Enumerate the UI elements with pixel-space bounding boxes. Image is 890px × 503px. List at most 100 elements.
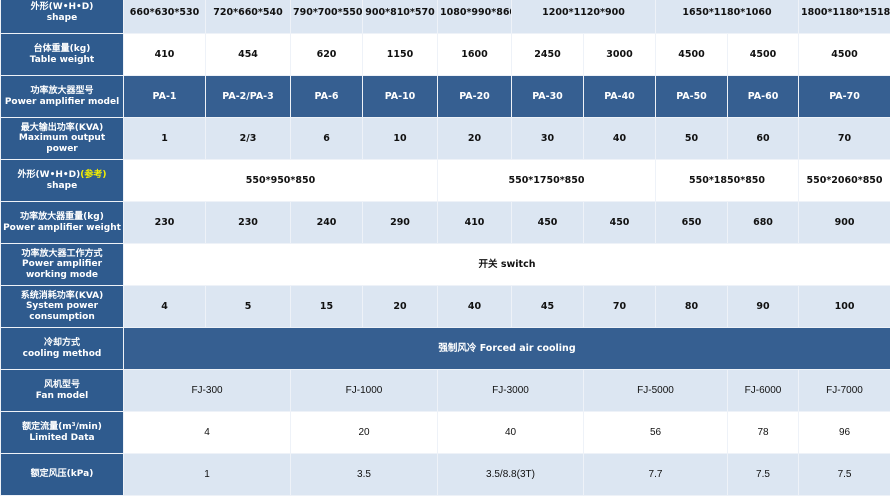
table-cell: PA-10	[362, 75, 438, 118]
row-label-cn: 功率放大器工作方式	[21, 248, 103, 259]
row-label: 台体重量(kg) Table weight	[0, 33, 124, 76]
table-cell: FJ-7000	[798, 369, 890, 412]
table-row: 功率放大器重量(kg) Power amplifier weight 230 230 2…	[0, 201, 890, 244]
row-label-en: Fan model	[35, 390, 89, 401]
table-row: 最大输出功率(KVA) Maximum output power 1 2/3 6 10 20…	[0, 117, 890, 160]
table-cell: 70	[798, 117, 890, 160]
table-cell: 680	[726, 201, 800, 244]
row-label-en: cooling method	[22, 348, 102, 359]
row-label: 额定风压(kPa)	[0, 453, 124, 496]
table-cell: 开关 switch	[122, 243, 890, 286]
table-cell: 230	[123, 201, 206, 244]
table-cell: 450	[583, 201, 656, 244]
table-cell: 10	[362, 117, 438, 160]
table-cell: 50	[655, 117, 728, 160]
table-cell: 1600	[437, 33, 512, 76]
table-cell: 强制风冷 Forced air cooling	[122, 327, 890, 370]
row-label: 外形(W•H•D) shape	[0, 0, 124, 34]
table-row: 外形(W•H•D) shape 660*630*530 720*660*540 790*…	[0, 0, 890, 34]
table-cell: PA-50	[655, 75, 728, 118]
table-cell: FJ-300	[123, 369, 291, 412]
table-cell: 1650*1180*1060	[654, 0, 800, 34]
table-cell: 454	[205, 33, 291, 76]
table-cell: PA-2/PA-3	[205, 75, 291, 118]
table-cell: 80	[655, 285, 728, 328]
row-label-cn: 台体重量(kg)	[33, 44, 91, 54]
row-label: 功率放大器工作方式 Power amplifier working mode	[0, 243, 124, 286]
table-cell: PA-30	[511, 75, 584, 118]
table-cell: 60	[726, 117, 800, 160]
table-cell: 3000	[583, 33, 656, 76]
table-cell: FJ-6000	[726, 369, 800, 412]
table-cell: 7.7	[583, 453, 728, 496]
table-cell: 3.5/8.8(3T)	[437, 453, 584, 496]
row-label-en: shape	[46, 180, 78, 191]
table-cell: 900*810*570	[362, 0, 438, 34]
table-cell: 4500	[726, 33, 800, 76]
table-cell: 96	[798, 411, 890, 454]
row-label: 风机型号 Fan model	[0, 369, 124, 412]
row-label-cn: 外形(W•H•D)	[30, 2, 94, 12]
table-cell: 7.5	[798, 453, 890, 496]
table-cell: 40	[583, 117, 656, 160]
table-cell: 230	[205, 201, 291, 244]
row-label: 额定流量(m³/min) Limited Data	[0, 411, 124, 454]
table-cell: PA-60	[726, 75, 800, 118]
row-label-cn: 额定风压(kPa)	[30, 469, 94, 480]
table-cell: FJ-3000	[437, 369, 584, 412]
table-cell: 20	[362, 285, 438, 328]
table-cell: 4	[123, 411, 291, 454]
table-cell: 650	[655, 201, 728, 244]
table-cell: 2450	[511, 33, 584, 76]
row-label-cn: 系统消耗功率(KVA)	[20, 290, 104, 301]
table-cell: 30	[511, 117, 584, 160]
table-row: 额定风压(kPa) 1 3.5 3.5/8.8(3T) 7.7 7.5 7.5	[0, 453, 890, 496]
table-cell: 720*660*540	[205, 0, 291, 34]
table-cell: 550*1850*850	[654, 159, 800, 202]
table-row: 风机型号 Fan model FJ-300 FJ-1000 FJ-3000 FJ-5000…	[0, 369, 890, 412]
table-cell: 550*2060*850	[798, 159, 890, 202]
row-label: 外形(W•H•D)(参考) shape	[0, 159, 124, 202]
table-cell: 550*1750*850	[437, 159, 656, 202]
row-label-cn: 风机型号	[43, 380, 80, 390]
row-label-en: shape	[46, 12, 78, 23]
row-label-en: Power amplifier weight	[3, 222, 121, 233]
table-row: 外形(W•H•D)(参考) shape 550*950*850 550*1750*85…	[0, 159, 890, 202]
table-cell: 550*950*850	[123, 159, 438, 202]
table-cell: 1	[123, 453, 291, 496]
row-label-cn: 最大输出功率(KVA)	[20, 122, 104, 133]
table-cell: PA-70	[798, 75, 890, 118]
table-cell: PA-6	[290, 75, 363, 118]
table-cell: 4500	[798, 33, 890, 76]
table-cell: 1	[123, 117, 206, 160]
table-cell: 1200*1120*900	[511, 0, 656, 34]
table-cell: 20	[290, 411, 438, 454]
row-label-cn: 功率放大器型号	[30, 86, 94, 96]
table-cell: 7.5	[726, 453, 800, 496]
table-row: 系统消耗功率(KVA) System power consumption 4 5 15 2…	[0, 285, 890, 328]
table-cell: 410	[437, 201, 512, 244]
table-cell: 1150	[362, 33, 438, 76]
table-cell: PA-20	[437, 75, 512, 118]
table-cell: 290	[362, 201, 438, 244]
row-label-note: (参考)	[80, 170, 107, 180]
table-cell: 1800*1180*1518	[798, 0, 890, 34]
table-cell: 620	[290, 33, 363, 76]
table-cell: 90	[726, 285, 800, 328]
table-row: 功率放大器工作方式 Power amplifier working mode 开关 …	[0, 243, 890, 286]
table-cell: FJ-1000	[290, 369, 438, 412]
row-label-en: System power consumption	[25, 301, 99, 322]
table-cell: 240	[290, 201, 363, 244]
table-cell: 660*630*530	[123, 0, 206, 34]
table-cell: 2/3	[205, 117, 291, 160]
row-label: 功率放大器重量(kg) Power amplifier weight	[0, 201, 124, 244]
table-cell: 450	[511, 201, 584, 244]
table-cell: 790*700*550	[290, 0, 363, 34]
row-label-cn: 功率放大器重量(kg)	[20, 212, 104, 222]
row-label-cn: 冷却方式	[43, 338, 80, 348]
row-label: 系统消耗功率(KVA) System power consumption	[0, 285, 124, 328]
table-cell: 70	[583, 285, 656, 328]
table-cell: 78	[726, 411, 800, 454]
table-cell: 100	[798, 285, 890, 328]
